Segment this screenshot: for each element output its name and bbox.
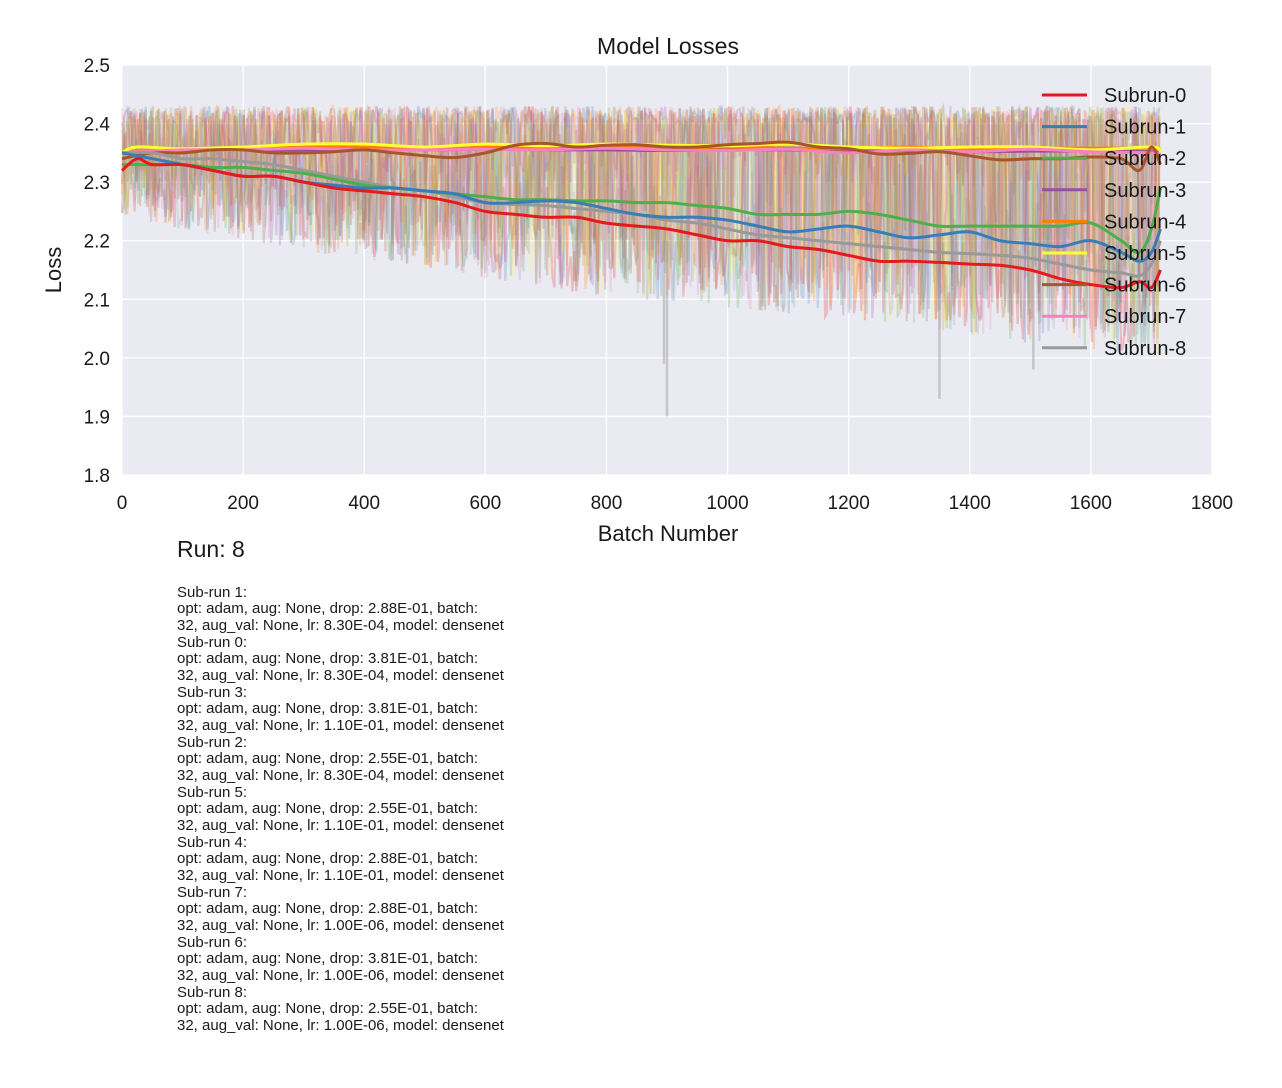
subrun-entry: Sub-run 6: opt: adam, aug: None, drop: 3.… [177, 934, 504, 984]
legend-label-subrun-5: Subrun-5 [1104, 243, 1186, 265]
y-tick-label: 2.0 [84, 349, 110, 370]
subrun-config-line: opt: adam, aug: None, drop: 2.55E-01, ba… [177, 800, 479, 817]
raw-trace-subrun-3 [120, 105, 1160, 342]
legend-label-subrun-4: Subrun-4 [1104, 211, 1186, 233]
y-axis-label: Loss [41, 247, 66, 293]
subrun-entry: Sub-run 5: opt: adam, aug: None, drop: 2.… [177, 784, 504, 834]
subrun-config-line: opt: adam, aug: None, drop: 2.88E-01, ba… [177, 900, 479, 917]
legend-label-subrun-8: Subrun-8 [1104, 338, 1186, 360]
x-tick-label: 1000 [706, 493, 748, 514]
subrun-header: Sub-run 4: [177, 834, 248, 851]
x-tick-label: 1400 [949, 493, 991, 514]
subrun-entry: Sub-run 2: opt: adam, aug: None, drop: 2.… [177, 734, 504, 784]
subrun-config-line: opt: adam, aug: None, drop: 2.88E-01, ba… [177, 600, 479, 617]
subrun-config-line: 32, aug_val: None, lr: 1.00E-06, model: … [177, 1017, 504, 1034]
subrun-config-line: opt: adam, aug: None, drop: 3.81E-01, ba… [177, 650, 479, 667]
subrun-config-line: 32, aug_val: None, lr: 8.30E-04, model: … [177, 767, 504, 784]
subrun-entry: Sub-run 7: opt: adam, aug: None, drop: 2.… [177, 884, 504, 934]
legend: Subrun-0 Subrun-1 Subrun-2 Subrun-3 Subrun-4… [1042, 85, 1186, 360]
subrun-config-line: opt: adam, aug: None, drop: 2.88E-01, ba… [177, 850, 479, 867]
subrun-entry: Sub-run 3: opt: adam, aug: None, drop: 3.… [177, 684, 504, 734]
x-axis-label: Batch Number [598, 521, 739, 546]
subrun-header: Sub-run 3: [177, 684, 248, 701]
subrun-config-line: opt: adam, aug: None, drop: 2.55E-01, ba… [177, 1000, 479, 1017]
raw-trace-subrun-7 [120, 105, 1161, 357]
y-tick-label: 1.9 [84, 407, 110, 428]
subrun-header: Sub-run 8: [177, 984, 248, 1001]
subrun-header: Sub-run 1: [177, 584, 248, 601]
x-tick-label: 1200 [828, 493, 870, 514]
subrun-header: Sub-run 5: [177, 784, 248, 801]
line-subrun-7 [121, 146, 1162, 158]
x-tick-label: 1600 [1070, 493, 1112, 514]
line-subrun-6 [121, 140, 1162, 173]
y-tick-label: 2.5 [84, 56, 110, 77]
subrun-config-line: 32, aug_val: None, lr: 1.10E-01, model: … [177, 867, 504, 884]
raw-trace-subrun-4 [120, 103, 1161, 350]
subrun-entry: Sub-run 4: opt: adam, aug: None, drop: 2.… [177, 834, 504, 884]
subrun-header: Sub-run 2: [177, 734, 248, 751]
chart-title: Model Losses [597, 33, 739, 59]
legend-label-subrun-0: Subrun-0 [1104, 85, 1186, 107]
smoothed-loss-lines [121, 140, 1162, 290]
subrun-config-line: 32, aug_val: None, lr: 8.30E-04, model: … [177, 667, 504, 684]
raw-trace-subrun-2 [120, 106, 1161, 353]
y-tick-label: 2.3 [84, 173, 110, 194]
subrun-entry: Sub-run 8: opt: adam, aug: None, drop: 2.… [177, 984, 504, 1034]
y-tick-label: 2.4 [84, 115, 111, 136]
subrun-entry: Sub-run 1: opt: adam, aug: None, drop: 2.… [177, 584, 504, 634]
subrun-entry: Sub-run 0: opt: adam, aug: None, drop: 3.… [177, 634, 504, 684]
x-tick-labels: 0 200 400 600 800 1000 1200 1400 1600 1800 [117, 493, 1233, 514]
legend-label-subrun-7: Subrun-7 [1104, 306, 1186, 328]
x-tick-label: 800 [591, 493, 623, 514]
legend-label-subrun-1: Subrun-1 [1104, 117, 1186, 139]
subrun-config-list: Sub-run 1: opt: adam, aug: None, drop: 2.… [177, 584, 504, 1036]
run-title: Run: 8 [177, 536, 245, 562]
subrun-config-line: 32, aug_val: None, lr: 1.00E-06, model: … [177, 917, 504, 934]
x-tick-label: 0 [117, 493, 128, 514]
y-tick-labels: 1.8 1.9 2.0 2.1 2.2 2.3 2.4 2.5 [84, 56, 111, 487]
legend-label-subrun-2: Subrun-2 [1104, 148, 1186, 170]
subrun-header: Sub-run 7: [177, 884, 248, 901]
line-subrun-8 [121, 150, 1162, 278]
subrun-config-line: 32, aug_val: None, lr: 1.10E-01, model: … [177, 717, 504, 734]
x-tick-label: 1800 [1191, 493, 1233, 514]
legend-label-subrun-6: Subrun-6 [1104, 275, 1186, 297]
subrun-config-line: 32, aug_val: None, lr: 1.10E-01, model: … [177, 817, 504, 834]
line-subrun-2 [121, 162, 1162, 255]
subrun-config-line: 32, aug_val: None, lr: 8.30E-04, model: … [177, 617, 504, 634]
subrun-config-line: 32, aug_val: None, lr: 1.00E-06, model: … [177, 967, 504, 984]
subrun-config-line: opt: adam, aug: None, drop: 2.55E-01, ba… [177, 750, 479, 767]
x-tick-label: 200 [227, 493, 259, 514]
subrun-config-line: opt: adam, aug: None, drop: 3.81E-01, ba… [177, 700, 479, 717]
raw-trace-subrun-0 [120, 104, 1161, 351]
legend-label-subrun-3: Subrun-3 [1104, 180, 1186, 202]
line-subrun-0 [121, 157, 1162, 290]
y-tick-label: 2.1 [84, 290, 110, 311]
subrun-header: Sub-run 6: [177, 934, 248, 951]
subrun-header: Sub-run 0: [177, 634, 248, 651]
x-tick-label: 400 [348, 493, 380, 514]
y-tick-label: 2.2 [84, 232, 110, 253]
loss-chart: Model Losses 0 200 400 600 800 1000 1200 1400 16… [41, 33, 1233, 546]
y-tick-label: 1.8 [84, 466, 110, 487]
subrun-config-line: opt: adam, aug: None, drop: 3.81E-01, ba… [177, 950, 479, 967]
x-tick-label: 600 [469, 493, 501, 514]
